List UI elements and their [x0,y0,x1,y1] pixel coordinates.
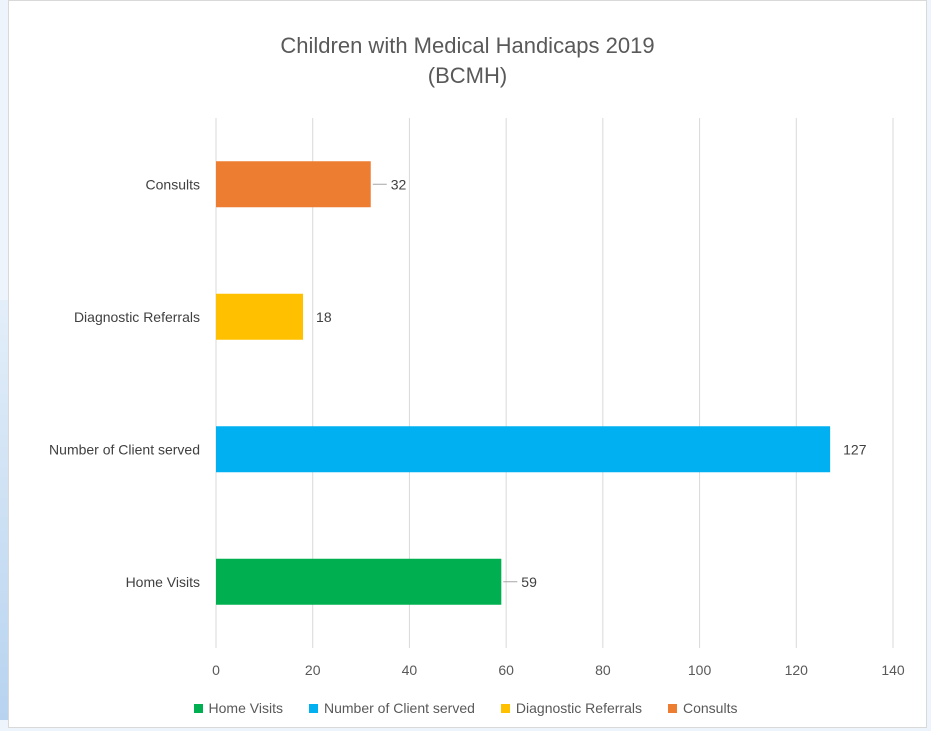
bar [216,293,304,340]
x-tick-label: 60 [498,662,514,678]
bar [216,426,831,473]
x-tick-label: 140 [881,662,905,678]
chart-area: Children with Medical Handicaps 2019 (BC… [8,0,927,728]
data-label: 18 [316,309,332,325]
x-tick-label: 40 [402,662,418,678]
legend-item: Diagnostic Referrals [500,700,642,716]
x-tick-label: 100 [688,662,712,678]
chart-title: Children with Medical Handicaps 2019 [280,33,655,58]
bar [216,161,371,208]
x-tick-label: 80 [595,662,611,678]
chart-legend: Home Visits Number of Client served Diagno… [0,700,931,716]
category-label: Consults [146,176,200,192]
legend-label: Number of Client served [323,700,475,716]
legend-item: Home Visits [193,700,283,716]
legend-item: Consults [667,700,738,716]
legend-swatch [667,703,677,713]
x-tick-label: 0 [212,662,220,678]
data-label: 127 [843,441,867,457]
data-label: 59 [521,574,537,590]
legend-label: Diagnostic Referrals [515,700,642,716]
chart-subtitle: (BCMH) [427,63,508,88]
legend-swatch [308,703,318,713]
bar [216,558,502,605]
legend-item: Number of Client served [308,700,475,716]
category-label: Home Visits [126,574,200,590]
legend-swatch [500,703,510,713]
legend-label: Home Visits [208,700,283,716]
legend-swatch [193,703,203,713]
category-label: Number of Client served [49,441,200,457]
x-tick-label: 20 [305,662,321,678]
chart-title-block: Children with Medical Handicaps 2019 (BC… [9,31,926,91]
x-tick-label: 120 [785,662,809,678]
category-label: Diagnostic Referrals [74,309,200,325]
legend-label: Consults [682,700,738,716]
data-label: 32 [391,176,407,192]
